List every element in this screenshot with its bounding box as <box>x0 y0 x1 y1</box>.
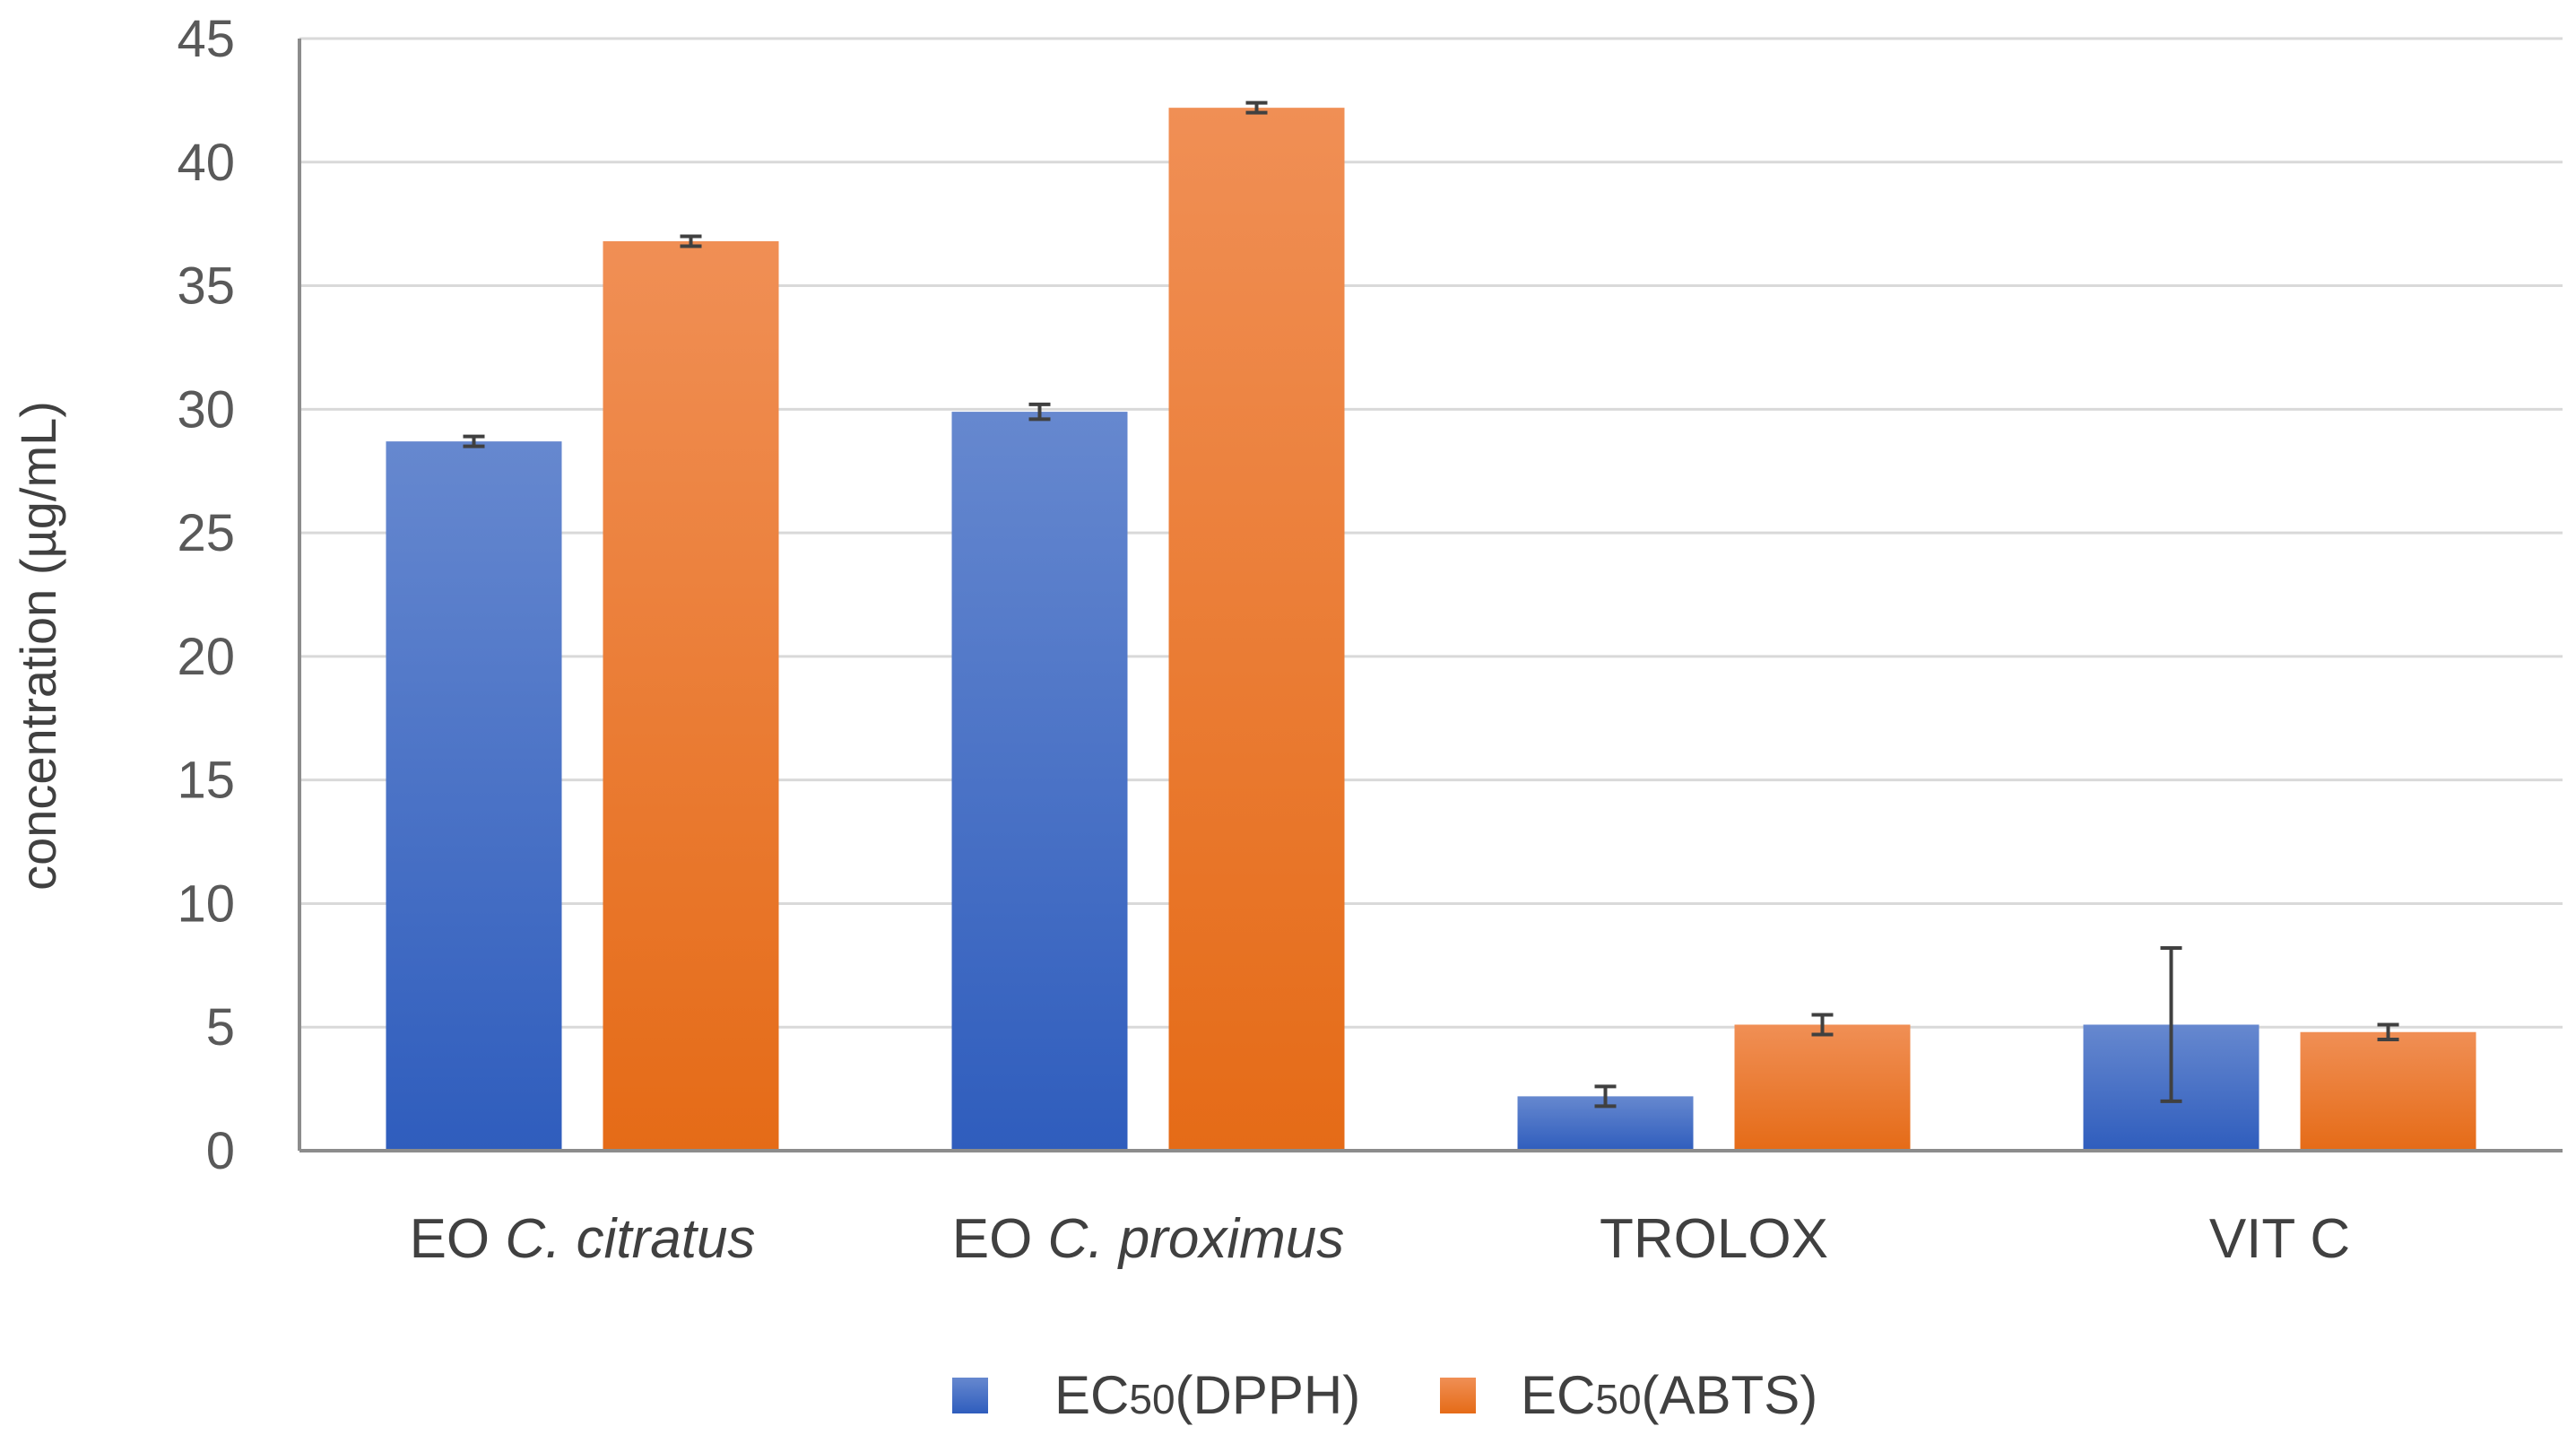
y-tick-label: 45 <box>177 10 235 68</box>
y-axis-title: concentration (µg/mL) <box>10 401 66 891</box>
legend-label: EC50(ABTS) <box>1521 1365 1817 1425</box>
category-italic: C. citratus <box>505 1208 755 1270</box>
legend: EC50(DPPH) EC50(ABTS) <box>952 1365 1817 1425</box>
x-category-label: EO C. citratus <box>410 1208 756 1270</box>
error-bar <box>463 434 485 448</box>
bars <box>386 108 2476 1152</box>
legend-label-main: EC <box>1054 1365 1129 1425</box>
bar <box>603 240 779 1151</box>
bar <box>386 441 562 1152</box>
legend-label-sub: 50 <box>1595 1376 1641 1422</box>
category-prefix: VIT C <box>2209 1208 2350 1270</box>
y-tick-label: 25 <box>177 504 235 562</box>
y-tick-labels: 0 5 10 15 20 25 30 35 40 45 <box>177 10 235 1180</box>
legend-label-main: EC <box>1521 1365 1595 1425</box>
bar <box>1734 1024 1911 1151</box>
bar <box>951 412 1128 1152</box>
legend-swatch <box>952 1378 988 1413</box>
legend-label-sub: 50 <box>1129 1376 1175 1422</box>
bar <box>2300 1031 2476 1151</box>
y-tick-label: 0 <box>206 1122 235 1180</box>
error-bar <box>680 234 702 248</box>
legend-swatch <box>1440 1378 1476 1413</box>
x-category-label: TROLOX <box>1600 1208 1828 1270</box>
error-bar <box>1811 1013 1834 1037</box>
error-bars <box>463 100 2399 1109</box>
x-category-labels: EO C. citratus EO C. proximus TROLOX VIT C <box>410 1208 2351 1270</box>
y-tick-label: 5 <box>206 998 235 1057</box>
y-tick-label: 35 <box>177 257 235 316</box>
axes <box>298 39 2563 1152</box>
bar <box>1168 108 1345 1152</box>
legend-label-rest: (ABTS) <box>1642 1365 1818 1425</box>
category-prefix: TROLOX <box>1600 1208 1828 1270</box>
error-bar <box>2160 946 2182 1103</box>
y-tick-label: 30 <box>177 380 235 439</box>
legend-label: EC50(DPPH) <box>1054 1365 1360 1425</box>
y-tick-label: 40 <box>177 134 235 192</box>
error-bar <box>1245 100 1268 115</box>
x-category-label: VIT C <box>2209 1208 2350 1270</box>
error-bar <box>2377 1022 2399 1041</box>
error-bar <box>1028 402 1051 422</box>
category-prefix: EO <box>410 1208 506 1270</box>
x-category-label: EO C. proximus <box>952 1208 1345 1270</box>
error-bar <box>1594 1084 1617 1109</box>
category-prefix: EO <box>952 1208 1048 1270</box>
y-tick-label: 10 <box>177 874 235 933</box>
legend-label-rest: (DPPH) <box>1175 1365 1361 1425</box>
category-italic: C. proximus <box>1048 1208 1345 1270</box>
y-tick-label: 20 <box>177 628 235 686</box>
y-tick-label: 15 <box>177 752 235 810</box>
